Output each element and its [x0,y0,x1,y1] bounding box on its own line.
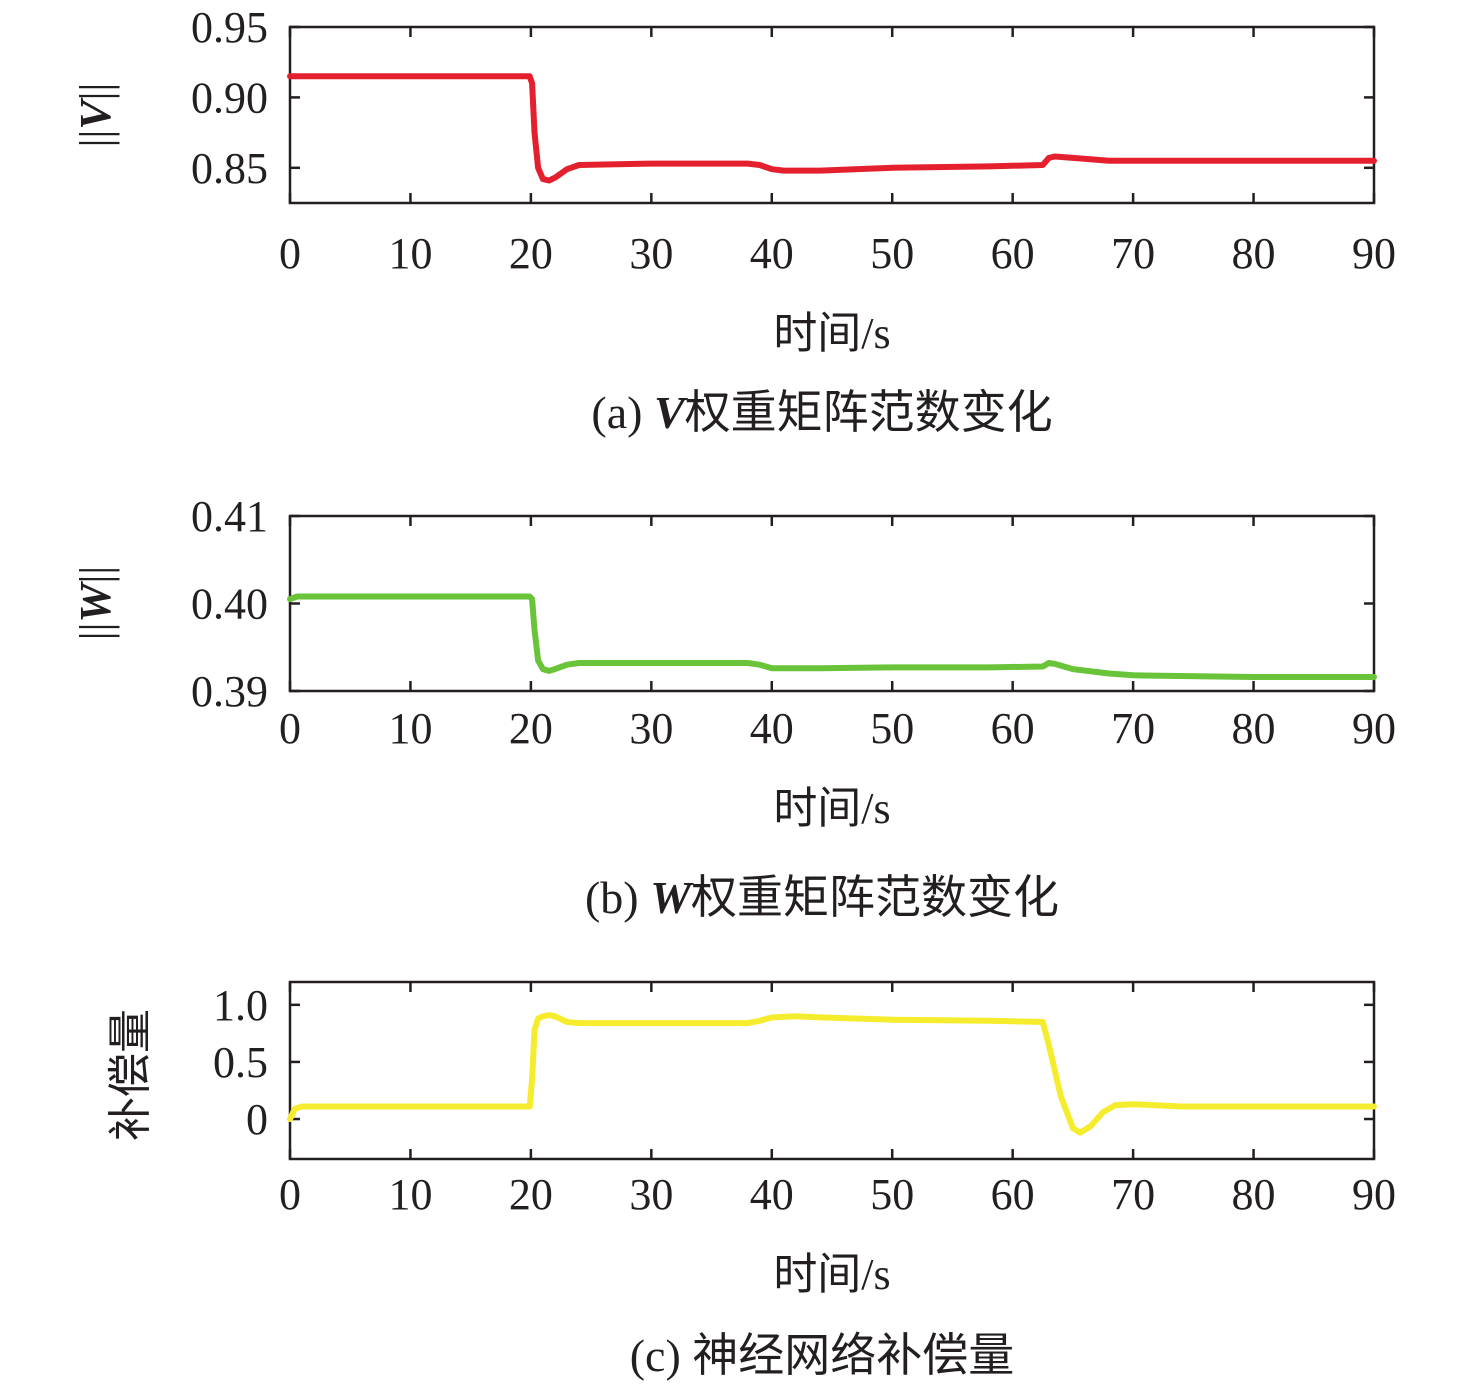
chart-c-x-tick-label: 40 [750,1170,794,1219]
chart-c-y-tick-label: 0.5 [213,1038,268,1087]
chart-c-y-tick-label: 0 [246,1095,268,1144]
chart-a-caption: (a) V权重矩阵范数变化 [591,387,1052,438]
chart-b-x-tick-label: 90 [1352,704,1396,753]
chart-b-x-tick-label: 30 [629,704,673,753]
chart-b-x-tick-label: 10 [388,704,432,753]
chart-a-y-tick-label: 0.85 [191,144,268,193]
chart-c-y-tick-label: 1.0 [213,981,268,1030]
chart-a-x-tick-label: 10 [388,229,432,278]
chart-b-y-axis-title: ||W|| [71,566,120,640]
chart-c-series-line [287,1012,1377,1136]
chart-c-x-tick-label: 90 [1352,1170,1396,1219]
chart-c-y-axis-title: 补偿量 [106,1009,155,1141]
chart-b: 0 10 20 30 40 50 60 70 80 90 0.39 0.40 0.41 时间/s ||W||… [71,492,1396,923]
chart-b-y-tick-label: 0.39 [191,667,268,716]
chart-b-x-tick-label: 70 [1111,704,1155,753]
chart-c-x-tick-label: 20 [509,1170,553,1219]
chart-c-plot-frame [288,980,1376,1161]
chart-b-x-axis-title: 时间/s [773,784,890,833]
chart-b-x-tick-label: 20 [509,704,553,753]
chart-a-x-axis-title: 时间/s [773,309,890,358]
chart-a-x-tick-label: 0 [279,229,301,278]
chart-b-series-line [287,593,1377,680]
chart-c-x-tick-label: 70 [1111,1170,1155,1219]
chart-c-caption: (c) 神经网络补偿量 [630,1330,1015,1381]
chart-b-x-tick-label: 0 [279,704,301,753]
chart-c-x-tick-label: 10 [388,1170,432,1219]
chart-a-x-tick-label: 80 [1232,229,1276,278]
chart-c-x-tick-label: 80 [1232,1170,1276,1219]
chart-a-x-tick-label: 50 [870,229,914,278]
chart-c: 0 10 20 30 40 50 60 70 80 90 0 0.5 1.0 时间/s 补偿量 (c) 神经网… [106,980,1396,1381]
chart-b-plot-frame [288,514,1376,693]
chart-c-x-tick-label: 30 [629,1170,673,1219]
chart-c-x-tick-label: 60 [991,1170,1035,1219]
chart-b-x-tick-label: 60 [991,704,1035,753]
chart-a-y-tick-label: 0.90 [191,73,268,122]
chart-a-x-tick-label: 20 [509,229,553,278]
chart-a-x-tick-label: 90 [1352,229,1396,278]
chart-c-x-axis-title: 时间/s [773,1250,890,1299]
chart-b-y-tick-label: 0.40 [191,580,268,629]
chart-c-x-tick-label: 0 [279,1170,301,1219]
chart-a-x-tick-label: 60 [991,229,1035,278]
chart-c-x-tick-label: 50 [870,1170,914,1219]
chart-a-y-tick-label: 0.95 [191,3,268,52]
chart-a-series-line [287,73,1377,184]
chart-a: 0 10 20 30 40 50 60 70 80 90 0.85 0.90 0.95 时间/s ||V||… [71,3,1396,438]
chart-b-x-tick-label: 80 [1232,704,1276,753]
chart-a-y-axis-title: ||V|| [71,83,120,148]
chart-b-caption: (b) W权重矩阵范数变化 [585,872,1059,923]
chart-a-x-tick-label: 70 [1111,229,1155,278]
chart-b-x-tick-label: 40 [750,704,794,753]
chart-a-x-tick-label: 30 [629,229,673,278]
chart-b-y-tick-label: 0.41 [191,492,268,541]
chart-a-plot-frame [288,25,1376,205]
chart-a-x-tick-label: 40 [750,229,794,278]
chart-b-x-tick-label: 50 [870,704,914,753]
